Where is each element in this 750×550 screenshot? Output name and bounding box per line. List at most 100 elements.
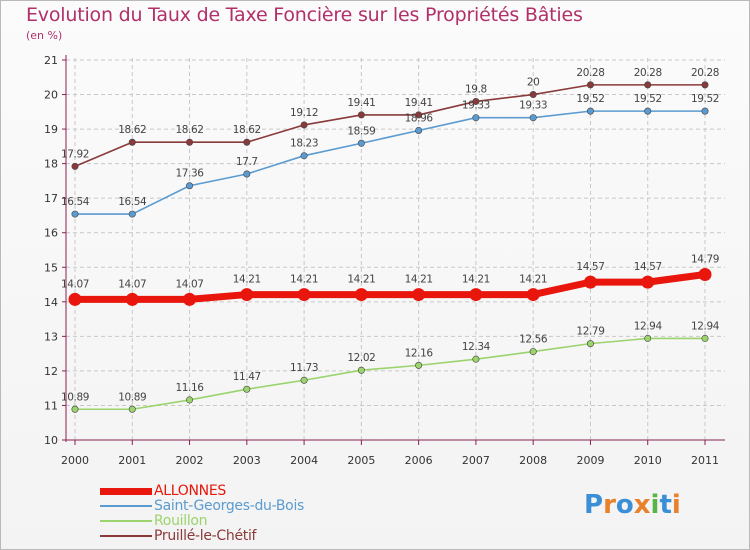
data-point — [128, 210, 136, 218]
logo-letter: o — [615, 490, 634, 520]
data-label: 14.07 — [176, 278, 204, 290]
data-label: 16.54 — [118, 196, 147, 208]
data-label: 14.21 — [405, 274, 433, 286]
y-tick-label: 17 — [44, 192, 58, 205]
y-tick-label: 20 — [44, 89, 58, 102]
data-point — [300, 376, 308, 384]
data-point — [701, 81, 709, 89]
data-label: 14.07 — [61, 278, 89, 290]
data-point — [186, 182, 194, 190]
x-tick-label: 2004 — [290, 454, 318, 467]
x-tick-label: 2008 — [519, 454, 547, 467]
data-label: 12.94 — [691, 320, 720, 332]
data-point — [125, 292, 139, 306]
data-point — [415, 111, 423, 119]
data-label: 19.52 — [634, 93, 662, 105]
data-point — [412, 288, 426, 302]
proxiti-logo: Proxiti — [584, 490, 681, 520]
data-label: 19.8 — [465, 83, 487, 95]
data-point — [698, 268, 712, 282]
data-label: 18.96 — [405, 112, 434, 124]
y-tick-label: 13 — [44, 330, 58, 343]
data-label: 11.16 — [176, 382, 205, 394]
data-label: 18.23 — [290, 138, 318, 150]
data-label: 12.94 — [634, 320, 663, 332]
data-point — [71, 162, 79, 170]
data-point — [297, 288, 311, 302]
data-label: 11.73 — [290, 362, 318, 374]
data-label: 19.52 — [691, 93, 719, 105]
data-point — [529, 348, 537, 356]
x-tick-label: 2007 — [462, 454, 490, 467]
data-point — [472, 97, 480, 105]
data-label: 19.33 — [519, 100, 547, 112]
data-label: 14.07 — [118, 278, 146, 290]
series-line-2 — [74, 337, 706, 411]
data-point — [357, 139, 365, 147]
data-label: 20.28 — [576, 67, 604, 79]
data-label: 19.41 — [405, 97, 433, 109]
data-label: 18.59 — [347, 125, 375, 137]
legend-swatch — [100, 535, 152, 537]
logo-letter: t — [659, 490, 672, 520]
legend-label: Saint-Georges-du-Bois — [154, 498, 305, 514]
data-point — [240, 288, 254, 302]
data-point — [472, 114, 480, 122]
data-label: 11.47 — [233, 371, 261, 383]
data-point — [526, 288, 540, 302]
y-tick-label: 10 — [44, 434, 58, 447]
data-label: 18.62 — [176, 124, 204, 136]
legend-label: ALLONNES — [154, 483, 226, 499]
data-point — [300, 121, 308, 129]
data-label: 19.41 — [347, 97, 375, 109]
data-label: 14.21 — [290, 274, 318, 286]
data-label: 17.36 — [176, 168, 205, 180]
data-label: 12.34 — [462, 341, 491, 353]
data-point — [186, 138, 194, 146]
data-label: 12.79 — [576, 326, 604, 338]
data-label: 12.02 — [347, 352, 375, 364]
y-tick-label: 21 — [44, 54, 58, 67]
y-tick-label: 18 — [44, 158, 58, 171]
data-label: 14.21 — [519, 274, 547, 286]
data-point — [586, 81, 594, 89]
data-point — [183, 292, 197, 306]
chart-legend: ALLONNES Saint-Georges-du-Bois Rouillon Pru… — [100, 484, 304, 544]
data-label: 17.92 — [61, 148, 89, 160]
chart-title: Evolution du Taux de Taxe Foncière sur l… — [26, 4, 583, 26]
data-point — [415, 126, 423, 134]
logo-letter: x — [633, 490, 651, 520]
legend-item: Pruillé-le-Chétif — [100, 529, 304, 544]
data-point — [415, 361, 423, 369]
data-label: 12.56 — [519, 334, 548, 346]
data-label: 20.28 — [634, 67, 662, 79]
legend-swatch — [100, 487, 152, 495]
legend-item: Rouillon — [100, 514, 304, 529]
data-label: 19.12 — [290, 107, 318, 119]
data-point — [71, 210, 79, 218]
legend-label: Rouillon — [154, 513, 208, 529]
legend-swatch — [100, 520, 152, 522]
legend-item: Saint-Georges-du-Bois — [100, 499, 304, 514]
logo-letter: P — [584, 490, 604, 520]
data-point — [71, 405, 79, 413]
data-label: 14.21 — [462, 274, 490, 286]
series-line-3 — [74, 84, 706, 168]
data-label: 10.89 — [118, 391, 146, 403]
data-label: 18.62 — [233, 124, 261, 136]
logo-letter: i — [650, 490, 660, 520]
x-tick-label: 2006 — [405, 454, 433, 467]
data-point — [357, 366, 365, 374]
series-line-0 — [71, 271, 709, 303]
x-tick-label: 2005 — [347, 454, 375, 467]
y-tick-label: 12 — [44, 365, 58, 378]
data-point — [68, 292, 82, 306]
data-point — [300, 152, 308, 160]
data-label: 14.57 — [634, 261, 662, 273]
data-label: 12.16 — [405, 347, 434, 359]
data-point — [357, 111, 365, 119]
data-point — [128, 138, 136, 146]
x-tick-label: 2003 — [233, 454, 261, 467]
